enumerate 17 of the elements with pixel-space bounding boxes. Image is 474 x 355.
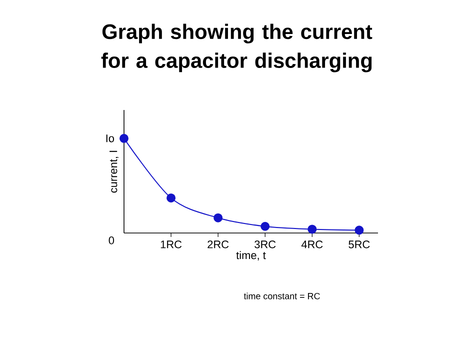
chart-title: Graph showing the current for a capacitor discharging [101, 24, 372, 72]
text: time constant = RC [244, 292, 320, 300]
x-tick-label: 5RC [348, 240, 370, 248]
point [214, 213, 223, 222]
point [260, 222, 270, 231]
point [120, 134, 128, 143]
point [308, 224, 317, 234]
x-tick-label: 1RC [160, 240, 182, 248]
annotation: Io [106, 134, 114, 142]
point [354, 226, 364, 235]
x-axis-title: time, t [236, 251, 266, 260]
x-tick-label: 4RC [301, 240, 323, 248]
text: 0 [108, 236, 114, 244]
y-axis-title: current, I [110, 150, 118, 193]
point [166, 193, 176, 202]
x-tick-label: 3RC [254, 240, 276, 248]
x-tick-label: 2RC [208, 240, 229, 248]
